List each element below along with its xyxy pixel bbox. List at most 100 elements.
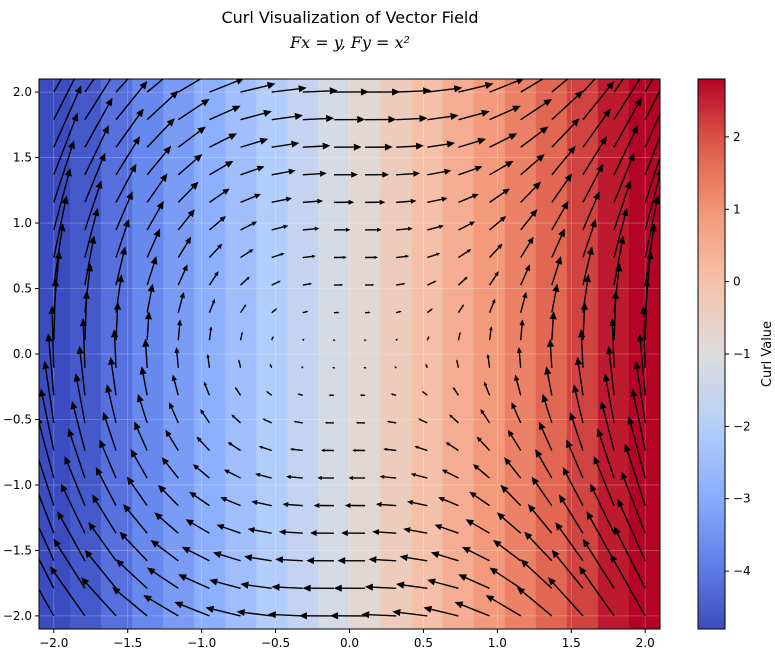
quiver-arrow-head (388, 115, 397, 124)
quiver-arrow-head (208, 326, 213, 331)
quiver-arrow-head (589, 218, 597, 228)
quiver-arrow-head (115, 559, 125, 568)
quiver-arrow-head (602, 373, 610, 382)
quiver-arrow-head (278, 529, 286, 536)
quiver-arrow-shaft (409, 529, 428, 534)
quiver-arrow-head (60, 483, 68, 493)
quiver-arrow-head (341, 530, 348, 537)
quiver-arrow-head (627, 152, 635, 162)
quiver-arrow-head (530, 209, 538, 218)
quiver-arrow-head (68, 140, 75, 150)
quiver-arrow-shaft (115, 309, 119, 341)
quiver-arrow-shaft (541, 428, 553, 451)
quiver-arrow-shaft (89, 555, 117, 589)
quiver-arrow-head (375, 501, 382, 508)
quiver-arrow-shaft (644, 79, 654, 93)
quiver-arrow-head (392, 88, 401, 96)
quiver-arrow-shaft (457, 278, 466, 286)
quiver-arrow-head (166, 118, 175, 127)
quiver-arrow-head (122, 218, 130, 228)
quiver-arrow-head (119, 246, 127, 256)
quiver-arrow-shaft (513, 407, 522, 424)
quiver-arrow-shaft (457, 334, 461, 341)
quiver-arrow-head (305, 310, 309, 313)
quiver-arrow-head (313, 502, 320, 509)
quiver-arrow-shaft (492, 598, 522, 617)
quiver-arrow-head (344, 502, 351, 509)
quiver-arrow-head (71, 112, 79, 122)
quiver-arrow-shaft (644, 112, 660, 148)
heat-band (101, 79, 133, 629)
quiver-arrow-shaft (456, 361, 460, 368)
quiver-arrow-head (231, 105, 241, 113)
quiver-arrow-head (64, 167, 72, 177)
colorbar-tick-label: 2 (733, 130, 741, 144)
quiver-arrow-head (575, 356, 583, 366)
quiver-arrow-shaft (53, 203, 66, 258)
quiver-arrow-shaft (213, 608, 241, 617)
quiver-arrow-head (317, 475, 323, 481)
quiver-arrow-shaft (73, 408, 86, 451)
quiver-arrow-head (634, 97, 642, 107)
quiver-arrow-head (302, 338, 305, 342)
quiver-arrow-head (57, 511, 65, 520)
quiver-arrow-head (485, 595, 495, 603)
quiver-arrow-shaft (396, 172, 414, 176)
quiver-arrow-shaft (230, 443, 241, 452)
quiver-arrow-head (311, 254, 316, 259)
quiver-arrow-shaft (532, 509, 553, 534)
quiver-arrow-head (352, 448, 356, 452)
quiver-arrow-head (109, 70, 116, 79)
quiver-arrow-shaft (302, 200, 318, 204)
quiver-arrow-head (561, 200, 569, 210)
quiver-arrow-shaft (516, 380, 522, 396)
quiver-arrow-head (251, 221, 258, 226)
x-tick-label: 0.0 (340, 636, 359, 650)
quiver-arrow-shaft (302, 90, 330, 93)
quiver-arrow-head (583, 274, 591, 283)
quiver-arrow-head (78, 58, 85, 67)
quiver-arrow-head (544, 366, 552, 375)
quiver-arrow-head (280, 252, 285, 257)
quiver-arrow-shaft (208, 274, 217, 286)
quiver-arrow-shaft (488, 302, 495, 313)
heat-band (411, 79, 444, 629)
quiver-arrow-head (535, 449, 543, 458)
quiver-arrow-head (22, 526, 29, 535)
quiver-arrow-shaft (427, 281, 435, 286)
quiver-arrow-head (64, 455, 72, 465)
quiver-arrow-shaft (207, 357, 211, 368)
quiver-arrow-head (472, 464, 480, 471)
quiver-arrow-head (638, 70, 645, 79)
quiver-arrow-head (289, 447, 294, 452)
quiver-arrow-shaft (208, 330, 212, 341)
quiver-arrow-shaft (216, 581, 241, 590)
quiver-arrow-head (446, 140, 455, 148)
quiver-arrow-head (67, 428, 75, 438)
heat-band (132, 79, 164, 629)
quiver-arrow-shaft (431, 608, 459, 617)
quiver-arrow-head (277, 280, 281, 284)
quiver-arrow-shaft (168, 435, 179, 451)
quiver-arrow-shaft (471, 522, 490, 534)
x-axis-ticks: −2.0 −1.5 −1.0 −0.5 0.0 0.5 1.0 1.5 2.0 (39, 629, 655, 650)
quiver-arrow-head (390, 393, 394, 396)
quiver-arrow-shaft (115, 86, 143, 121)
quiver-arrow-head (246, 276, 250, 281)
quiver-arrow-head (84, 549, 93, 559)
quiver-arrow-head (516, 79, 524, 85)
quiver-arrow-head (476, 436, 483, 443)
quiver-arrow-shaft (39, 492, 55, 534)
quiver-arrow-head (514, 374, 520, 382)
y-tick-label: 0.5 (13, 282, 32, 296)
quiver-arrow-head (474, 165, 483, 172)
quiver-arrow-shaft (39, 588, 55, 617)
quiver-arrow-shaft (145, 346, 148, 368)
quiver-arrow-head (200, 98, 210, 107)
quiver-arrow-shaft (423, 392, 428, 396)
quiver-arrow-shaft (381, 503, 397, 507)
quiver-arrow-shaft (458, 250, 469, 259)
quiver-arrow-head (520, 559, 529, 568)
quiver-arrow-shaft (425, 365, 428, 369)
quiver-arrow-head (371, 283, 375, 287)
